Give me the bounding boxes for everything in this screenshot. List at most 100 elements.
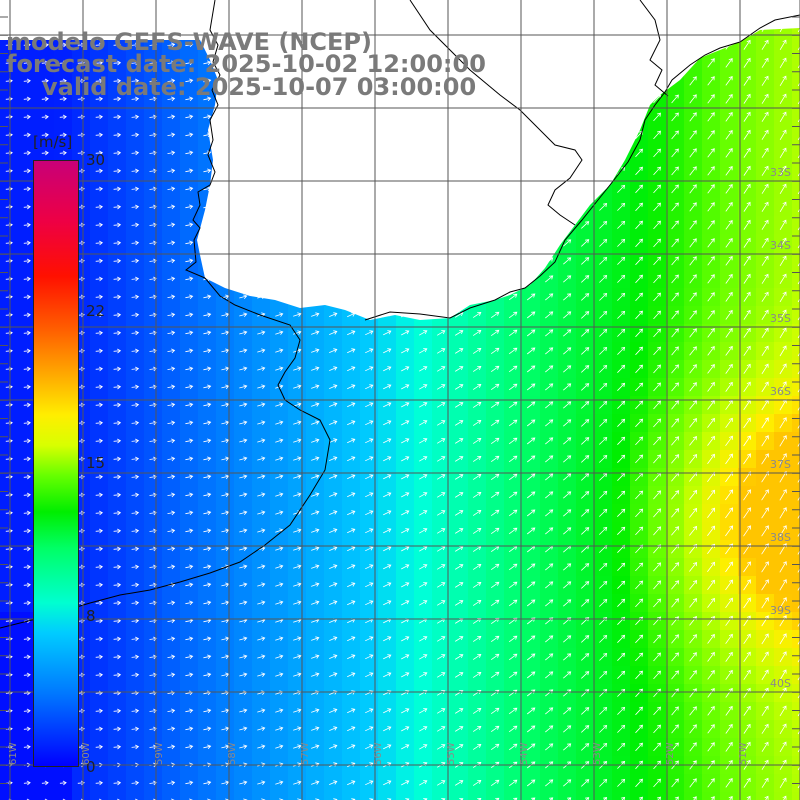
arrow-icon bbox=[797, 117, 800, 123]
arrow-icon bbox=[653, 706, 661, 716]
arrow-icon bbox=[95, 492, 104, 498]
arrow-icon bbox=[113, 510, 122, 516]
arrow-icon bbox=[508, 653, 518, 661]
arrow-icon bbox=[617, 526, 626, 535]
arrow-icon bbox=[761, 363, 769, 375]
arrow-icon bbox=[779, 381, 787, 393]
arrow-icon bbox=[131, 42, 140, 48]
arrow-icon bbox=[563, 581, 572, 589]
arrow-icon bbox=[779, 615, 787, 627]
arrow-icon bbox=[725, 489, 734, 501]
wind-speed-cell bbox=[702, 792, 720, 800]
arrow-icon bbox=[401, 366, 410, 372]
arrow-icon bbox=[401, 474, 410, 480]
arrow-icon bbox=[436, 780, 446, 786]
arrow-icon bbox=[311, 726, 320, 731]
arrow-icon bbox=[293, 312, 302, 317]
arrow-icon bbox=[743, 219, 751, 230]
arrow-icon bbox=[365, 726, 374, 732]
arrow-icon bbox=[23, 204, 31, 210]
arrow-icon bbox=[653, 508, 662, 518]
wind-speed-cell bbox=[792, 108, 800, 126]
arrow-icon bbox=[797, 639, 800, 645]
arrow-icon bbox=[23, 582, 31, 588]
arrow-icon bbox=[707, 453, 715, 464]
wind-speed-cell bbox=[72, 792, 90, 800]
arrow-icon bbox=[275, 672, 284, 677]
arrow-icon bbox=[797, 423, 800, 429]
arrow-icon bbox=[725, 166, 733, 176]
arrow-icon bbox=[167, 114, 176, 120]
arrow-icon bbox=[526, 437, 536, 445]
arrow-icon bbox=[167, 132, 176, 138]
arrow-icon bbox=[761, 129, 769, 140]
arrow-icon bbox=[23, 42, 31, 48]
wind-speed-cell bbox=[792, 666, 800, 684]
arrow-icon bbox=[581, 725, 590, 733]
arrow-icon bbox=[490, 311, 500, 319]
arrow-icon bbox=[490, 671, 500, 679]
arrow-icon bbox=[275, 708, 284, 713]
arrow-icon bbox=[653, 202, 661, 212]
arrow-icon bbox=[563, 635, 572, 643]
arrow-icon bbox=[203, 564, 212, 570]
arrow-icon bbox=[454, 492, 464, 498]
arrow-icon bbox=[113, 78, 122, 84]
arrow-icon bbox=[490, 347, 500, 355]
arrow-icon bbox=[239, 312, 248, 317]
arrow-icon bbox=[472, 330, 482, 336]
arrow-icon bbox=[725, 651, 733, 662]
arrow-icon bbox=[436, 402, 446, 408]
arrow-icon bbox=[746, 795, 751, 800]
arrow-icon bbox=[526, 401, 536, 409]
arrow-icon bbox=[383, 366, 392, 372]
arrow-icon bbox=[436, 510, 446, 516]
arrow-icon bbox=[275, 636, 284, 641]
arrow-icon bbox=[459, 798, 464, 800]
latitude-label: 39S bbox=[770, 604, 791, 617]
arrow-icon bbox=[743, 39, 751, 50]
wind-speed-cell bbox=[180, 792, 198, 800]
arrow-icon bbox=[225, 798, 230, 800]
arrow-icon bbox=[311, 384, 320, 389]
arrow-icon bbox=[131, 780, 140, 786]
arrow-icon bbox=[567, 797, 572, 800]
arrow-icon bbox=[653, 256, 661, 266]
arrow-icon bbox=[275, 564, 284, 569]
arrow-icon bbox=[113, 708, 122, 714]
arrow-icon bbox=[545, 275, 554, 283]
arrow-icon bbox=[203, 528, 212, 534]
arrow-icon bbox=[95, 726, 104, 732]
arrow-icon bbox=[490, 509, 500, 517]
arrow-icon bbox=[131, 240, 140, 246]
wind-speed-cell bbox=[792, 234, 800, 252]
arrow-icon bbox=[490, 527, 500, 535]
arrow-icon bbox=[563, 257, 572, 265]
arrow-icon bbox=[311, 456, 320, 461]
arrow-icon bbox=[671, 526, 680, 536]
arrow-icon bbox=[671, 202, 679, 212]
arrow-icon bbox=[472, 348, 482, 354]
arrow-icon bbox=[526, 779, 536, 787]
arrow-icon bbox=[418, 582, 428, 588]
arrow-icon bbox=[635, 202, 643, 212]
arrow-icon bbox=[365, 348, 374, 354]
arrow-icon bbox=[95, 204, 104, 210]
arrow-icon bbox=[671, 706, 679, 716]
arrow-icon bbox=[329, 546, 338, 551]
arrow-icon bbox=[617, 598, 626, 607]
arrow-icon bbox=[275, 312, 284, 317]
arrow-icon bbox=[418, 474, 428, 480]
arrow-icon bbox=[329, 780, 338, 785]
arrow-icon bbox=[761, 579, 769, 591]
wind-speed-cell bbox=[468, 792, 486, 800]
arrow-icon bbox=[581, 419, 590, 427]
arrow-icon bbox=[239, 636, 248, 641]
arrow-icon bbox=[185, 204, 194, 210]
arrow-icon bbox=[635, 346, 643, 356]
arrow-icon bbox=[329, 726, 338, 731]
arrow-icon bbox=[653, 112, 661, 122]
arrow-icon bbox=[743, 93, 751, 104]
arrow-icon bbox=[599, 419, 608, 427]
arrow-icon bbox=[797, 441, 800, 447]
